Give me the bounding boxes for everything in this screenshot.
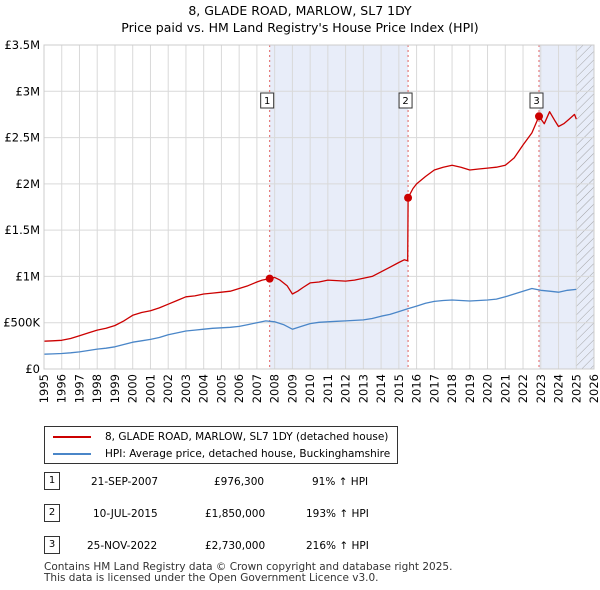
x-tick-label: 2023 <box>534 374 548 403</box>
y-tick-label: £1.5M <box>4 223 40 237</box>
transaction-price: £976,300 <box>214 476 265 488</box>
transaction-hpi: 216% ↑ HPI <box>306 540 369 552</box>
x-tick-label: 2024 <box>552 374 566 403</box>
y-tick-label: £2.5M <box>4 131 40 145</box>
x-tick-label: 2003 <box>179 374 193 403</box>
chart-subtitle: Price paid vs. HM Land Registry's House … <box>121 20 479 35</box>
legend-swatch-property <box>53 436 91 438</box>
plot-border <box>43 44 595 370</box>
transaction-date: 10-JUL-2015 <box>93 508 158 520</box>
x-tick-label: 2006 <box>232 374 246 403</box>
sale-label: 2 <box>402 96 408 107</box>
transaction-price: £2,730,000 <box>205 540 266 552</box>
x-tick-label: 1998 <box>90 374 104 403</box>
x-tick-label: 2016 <box>410 374 424 403</box>
sale-label-box <box>260 92 275 109</box>
legend-item-hpi: HPI: Average price, detached house, Buck… <box>53 447 390 461</box>
property-price-line <box>43 111 577 342</box>
x-tick-label: 2005 <box>214 374 228 403</box>
x-tick-label: 2025 <box>569 374 583 403</box>
legend-swatch-hpi <box>53 453 91 455</box>
x-tick-label: 1995 <box>37 374 51 403</box>
x-tick-label: 2007 <box>250 374 264 403</box>
price-chart: 1 2 3 £0 £500K £1M £1.5M £2M £2.5M £3M £3.5M 1995 19… <box>3 38 600 403</box>
transaction-hpi: 193% ↑ HPI <box>306 508 369 520</box>
hpi-line <box>43 287 577 355</box>
y-tick-label: £3M <box>15 84 40 98</box>
footer-license: This data is licensed under the Open Gov… <box>44 572 379 584</box>
transaction-hpi: 91% ↑ HPI <box>312 476 369 488</box>
x-tick-label: 2004 <box>197 374 211 403</box>
y-tick-label: £2M <box>15 177 40 191</box>
sale-label-box <box>529 92 544 109</box>
transaction-date: 25-NOV-2022 <box>87 540 158 552</box>
transaction-num: 1 <box>44 472 60 490</box>
x-tick-label: 2019 <box>463 374 477 403</box>
y-tick-label: £500K <box>3 316 40 330</box>
x-tick-label: 2011 <box>321 374 335 403</box>
y-tick-label: £1M <box>15 269 40 283</box>
x-tick-label: 2014 <box>374 374 388 403</box>
x-tick-label: 1999 <box>108 374 122 403</box>
x-tick-label: 2010 <box>303 374 317 403</box>
sale-point <box>265 274 274 283</box>
shaded-span <box>269 45 409 369</box>
x-tick-label: 2013 <box>356 374 370 403</box>
chart-title: 8, GLADE ROAD, MARLOW, SL7 1DY <box>188 3 412 18</box>
sale-point <box>535 112 543 121</box>
legend-item-property: 8, GLADE ROAD, MARLOW, SL7 1DY (detached… <box>53 430 388 444</box>
x-tick-label: 2017 <box>427 374 441 403</box>
footer-copyright: Contains HM Land Registry data © Crown c… <box>44 561 453 573</box>
x-tick-label: 2018 <box>445 374 459 403</box>
x-tick-label: 2000 <box>126 374 140 403</box>
transaction-num: 2 <box>44 504 60 522</box>
sale-label: 3 <box>533 96 539 107</box>
sale-point <box>404 193 413 202</box>
x-tick-label: 1996 <box>55 374 69 403</box>
legend-label-property: 8, GLADE ROAD, MARLOW, SL7 1DY (detached… <box>105 431 389 443</box>
legend-label-hpi: HPI: Average price, detached house, Buck… <box>105 448 391 460</box>
x-tick-label: 1997 <box>72 374 86 403</box>
x-tick-label: 2021 <box>498 374 512 403</box>
x-tick-label: 2002 <box>161 374 175 403</box>
x-tick-label: 2026 <box>587 374 600 403</box>
x-tick-label: 2009 <box>285 374 299 403</box>
legend: 8, GLADE ROAD, MARLOW, SL7 1DY (detached… <box>44 426 398 464</box>
transaction-price: £1,850,000 <box>205 508 266 520</box>
x-tick-label: 2020 <box>481 374 495 403</box>
sale-label-box <box>398 92 413 109</box>
sale-label: 1 <box>264 96 270 107</box>
x-tick-label: 2012 <box>339 374 353 403</box>
y-tick-label: £0 <box>25 362 40 376</box>
footer: Contains HM Land Registry data © Crown c… <box>44 562 452 584</box>
transaction-num: 3 <box>44 536 60 554</box>
x-tick-label: 2015 <box>392 374 406 403</box>
x-tick-label: 2001 <box>143 374 157 403</box>
y-tick-label: £3.5M <box>4 38 40 52</box>
forecast-hatch <box>576 45 594 369</box>
x-tick-label: 2008 <box>268 374 282 403</box>
x-tick-label: 2022 <box>516 374 530 403</box>
transaction-date: 21-SEP-2007 <box>91 476 159 488</box>
